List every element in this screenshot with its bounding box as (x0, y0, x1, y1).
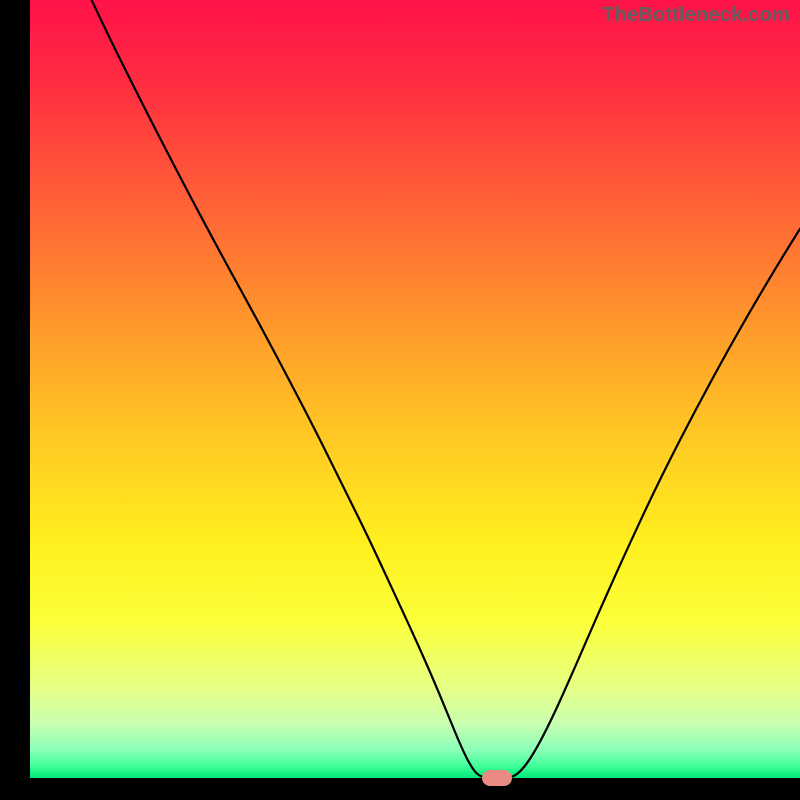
chart-container: { "watermark": { "text": "TheBottleneck.… (0, 0, 800, 800)
chart-svg (0, 0, 800, 800)
plot-background (30, 0, 800, 778)
watermark-text: TheBottleneck.com (602, 4, 790, 27)
optimal-point-marker (482, 770, 512, 786)
